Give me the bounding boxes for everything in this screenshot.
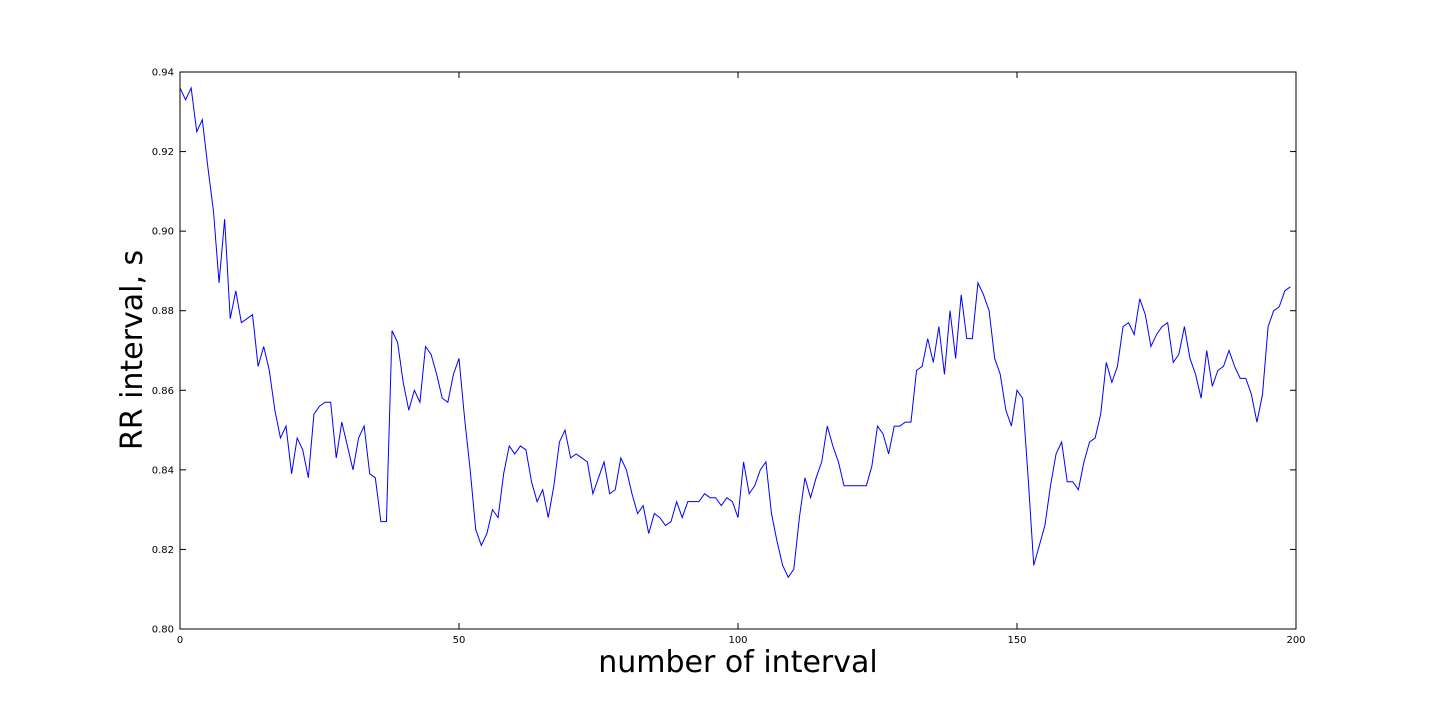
y-axis-label: RR interval, s [115,250,150,450]
y-tick-label: 0.86 [152,386,174,397]
x-tick-label: 150 [1007,635,1026,646]
data-line [179,86,1291,579]
y-tick-label: 0.84 [152,465,174,476]
x-axis-label: number of interval [598,645,877,680]
y-tick-label: 0.90 [152,227,174,238]
x-tick-label: 200 [1286,635,1305,646]
y-tick-label: 0.82 [152,545,174,556]
x-tick-label: 100 [728,635,747,646]
y-tick-label: 0.92 [152,147,174,158]
x-tick-label: 0 [177,635,183,646]
x-tick-label: 50 [453,635,466,646]
y-tick-label: 0.94 [152,68,174,79]
y-tick-label: 0.80 [152,625,174,636]
y-tick-label: 0.88 [152,306,174,317]
